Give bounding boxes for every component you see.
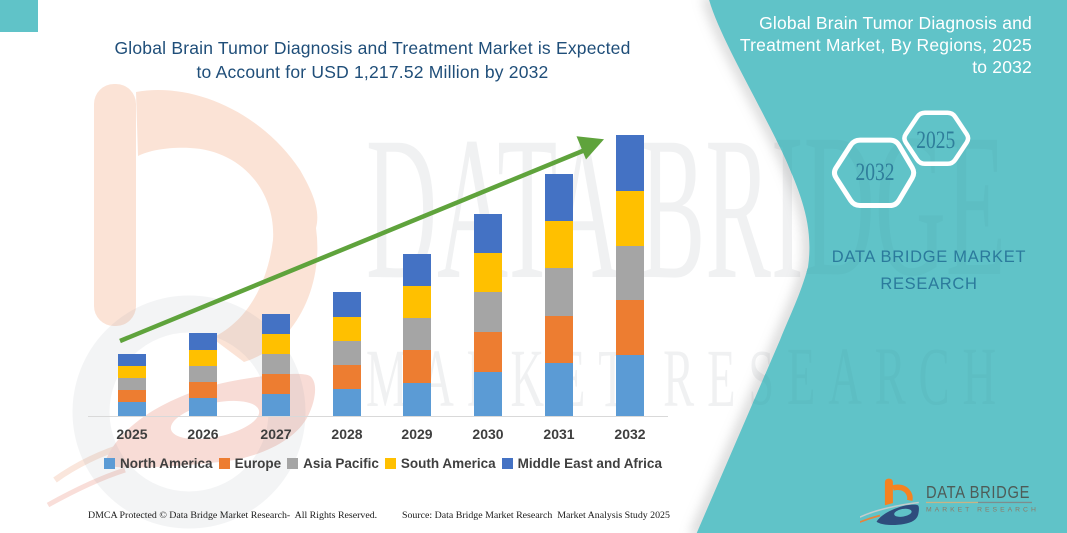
svg-text:2032: 2032 [856, 157, 895, 186]
svg-text:MARKET RESEARCH: MARKET RESEARCH [926, 507, 1039, 514]
svg-text:DATA BRIDGE: DATA BRIDGE [926, 483, 1030, 502]
svg-text:2025: 2025 [916, 125, 955, 154]
